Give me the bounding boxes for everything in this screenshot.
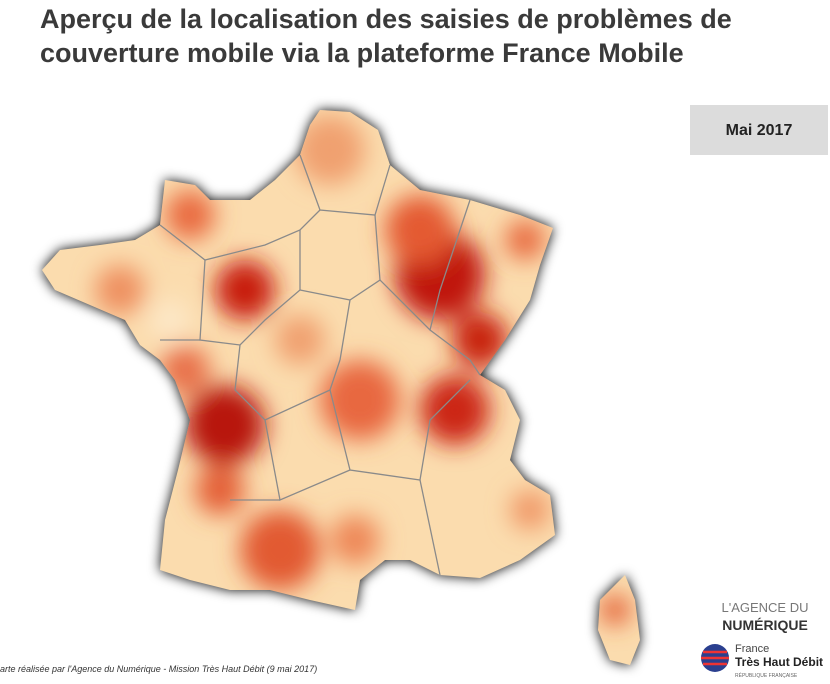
date-text: Mai 2017 — [726, 122, 793, 139]
thd-logo-main: Très Haut Débit — [735, 655, 823, 669]
agency-logo-bottom: NUMÉRIQUE — [722, 617, 808, 633]
title-line: Aperçu de la localisation des saisies de… — [40, 4, 732, 34]
agency-logo-top: L'AGENCE DU — [721, 600, 808, 615]
thd-logo-sub: RÉPUBLIQUE FRANÇAISE — [735, 672, 798, 679]
title-line: couverture mobile via la plateforme Fran… — [40, 38, 684, 68]
thd-logo-top: France — [735, 643, 769, 655]
map-credit: arte réalisée par l'Agence du Numérique … — [0, 664, 317, 674]
heatmap — [42, 110, 640, 665]
thd-logo-stripes — [701, 650, 729, 666]
region-borders — [159, 154, 481, 576]
date-badge — [690, 105, 828, 155]
